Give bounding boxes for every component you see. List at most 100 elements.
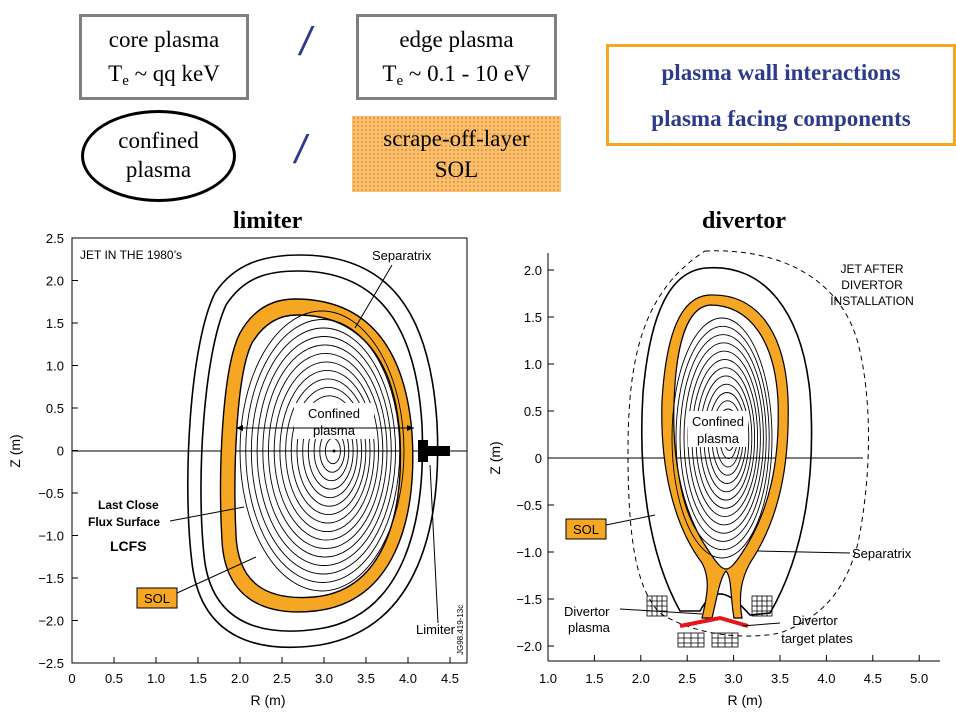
- limiter-flux-surface: [279, 369, 375, 533]
- divertor-header-2: DIVERTOR: [841, 278, 903, 292]
- divertor-plasma-label-2: plasma: [568, 620, 611, 635]
- limiter-flux-surface: [250, 327, 397, 575]
- divertor-plot: 2.0 1.5 1.0 0.5 0 −0.5 −1.0 −1.5 −2.0 1.0 1.5 2.0 2…: [487, 250, 940, 708]
- divertor-xtick-label: 3.0: [725, 671, 743, 686]
- limiter-ytick-label: 1.0: [46, 359, 64, 374]
- divertor-outer-flux: [641, 266, 813, 616]
- confined-label-1: confined: [118, 128, 199, 153]
- limiter-xtick-label: 0: [68, 671, 75, 686]
- limiter-outer-contour-1: [187, 254, 439, 649]
- limiter-separatrix-pointer: [354, 264, 393, 329]
- limiter-xtick-label: 2.0: [231, 671, 249, 686]
- limiter-xtick-label: 1.5: [189, 671, 207, 686]
- limiter-flux-surface: [262, 344, 388, 558]
- divertor-target-label-2: target plates: [781, 631, 853, 646]
- divertor-flux-surface: [679, 334, 767, 542]
- limiter-ytick-label: 0.5: [46, 401, 64, 416]
- divertor-ytick-label: 1.0: [524, 357, 542, 372]
- limiter-xtick-label: 0.5: [105, 671, 123, 686]
- lcfs-label-1: Last Close: [98, 498, 159, 512]
- limiter-ytick-label: −1.5: [38, 571, 64, 586]
- sol-label-1: scrape-off-layer: [383, 126, 530, 151]
- limiter-ytick-label: 1.5: [46, 316, 64, 331]
- core-plasma-label: core plasma: [108, 27, 220, 52]
- divertor-ytick-label: 0.5: [524, 404, 542, 419]
- limiter-ylabel: Z (m): [7, 434, 23, 467]
- divertor-ytick-label: 1.5: [524, 310, 542, 325]
- edge-plasma-box: edge plasma Te ~ 0.1 - 10 eV: [356, 14, 557, 100]
- divertor-xlabel: R (m): [728, 692, 763, 708]
- divertor-coil-bottom-left: [677, 632, 705, 648]
- limiter-block: [418, 440, 428, 462]
- limiter-magnetic-axis: [332, 449, 336, 453]
- limiter-xtick-label: 4.5: [441, 671, 459, 686]
- divertor-xtick-label: 3.5: [771, 671, 789, 686]
- limiter-block-tip: [428, 446, 450, 456]
- divertor-vessel-outline: [627, 250, 869, 637]
- limiter-outer-contour-2: [200, 270, 424, 632]
- lcfs-label-2: Flux Surface: [88, 515, 160, 529]
- limiter-ytick-label: 2.0: [46, 274, 64, 289]
- divertor-ylabel: Z (m): [487, 441, 503, 474]
- divertor-ytick-label: −2.0: [516, 639, 542, 654]
- divertor-confined-label-bg: [688, 411, 748, 447]
- limiter-xtick-label: 3.0: [315, 671, 333, 686]
- divertor-ytick-label: 0: [535, 451, 542, 466]
- limiter-ytick-label: 0: [57, 444, 64, 459]
- plasma-wall-interactions-box: plasma wall interactions plasma facing c…: [606, 44, 956, 146]
- limiter-sol-tag-label: SOL: [144, 591, 170, 606]
- divertor-target-pointer: [741, 622, 781, 627]
- confined-plasma-ellipse: confined plasma: [81, 110, 236, 202]
- edge-plasma-label: edge plasma: [399, 27, 514, 52]
- divertor-sol-tag: [565, 518, 607, 540]
- divertor-separatrix-pointer: [757, 550, 851, 554]
- limiter-ytick-label: −2.5: [38, 656, 64, 671]
- limiter-confined-label-2: plasma: [313, 423, 356, 438]
- limiter-xtick-label: 2.5: [273, 671, 291, 686]
- divertor-flux-surface: [675, 325, 770, 551]
- divertor-plasma-label-1: Divertor: [564, 604, 610, 619]
- core-plasma-box: core plasma Te ~ qq keV: [79, 14, 249, 100]
- pwi-line-1: plasma wall interactions: [661, 60, 901, 85]
- limiter-xtick-label: 4.0: [399, 671, 417, 686]
- limiter-flux-surface: [290, 386, 367, 516]
- lcfs-label-3: LCFS: [110, 538, 147, 554]
- limiter-flux-surface: [245, 319, 401, 583]
- limiter-flux-surface: [256, 336, 392, 566]
- limiter-flux-surface: [285, 378, 371, 524]
- divertor-header-1: JET AFTER: [840, 262, 903, 276]
- limiter-title: limiter: [233, 208, 303, 234]
- limiter-flux-surface: [239, 310, 405, 592]
- divertor-target-plate: [679, 615, 749, 628]
- limiter-xtick-label: 1.0: [147, 671, 165, 686]
- divertor-flux-surface: [683, 342, 764, 534]
- limiter-ytick-label: −2.0: [38, 614, 64, 629]
- divertor-ytick-label: 2.0: [524, 263, 542, 278]
- limiter-flux-surface: [267, 352, 384, 550]
- divertor-xtick-label: 1.5: [585, 671, 603, 686]
- scrape-off-layer-box: scrape-off-layer SOL: [352, 116, 561, 192]
- pwi-line-2: plasma facing components: [651, 106, 911, 131]
- limiter-flux-surface: [296, 395, 363, 507]
- limiter-xlabel: R (m): [251, 692, 286, 708]
- divertor-sol-pointer: [605, 514, 656, 526]
- limiter-ytick-label: −0.5: [38, 486, 64, 501]
- sol-label-2: SOL: [434, 157, 479, 182]
- divertor-flux-surface: [671, 317, 773, 559]
- divertor-sol-tag-label: SOL: [573, 522, 599, 537]
- limiter-sol-band: [219, 298, 414, 613]
- lcfs-pointer: [169, 506, 245, 522]
- divertor-xtick-label: 4.5: [864, 671, 882, 686]
- confined-label-2: plasma: [125, 157, 192, 182]
- divertor-xtick-label: 4.0: [817, 671, 835, 686]
- divertor-xtick-label: 5.0: [910, 671, 928, 686]
- divertor-ytick-label: −1.5: [516, 592, 542, 607]
- divertor-title: divertor: [702, 208, 786, 234]
- limiter-limiter-pointer: [429, 464, 439, 624]
- divertor-coil-right: [751, 595, 773, 617]
- divertor-header-3: INSTALLATION: [830, 294, 914, 308]
- limiter-figure-code: JG98.419-13c: [456, 605, 465, 655]
- divertor-xtick-label: 2.5: [678, 671, 696, 686]
- limiter-confined-label-1: Confined: [308, 406, 360, 421]
- divertor-confined-label-1: Confined: [692, 414, 744, 429]
